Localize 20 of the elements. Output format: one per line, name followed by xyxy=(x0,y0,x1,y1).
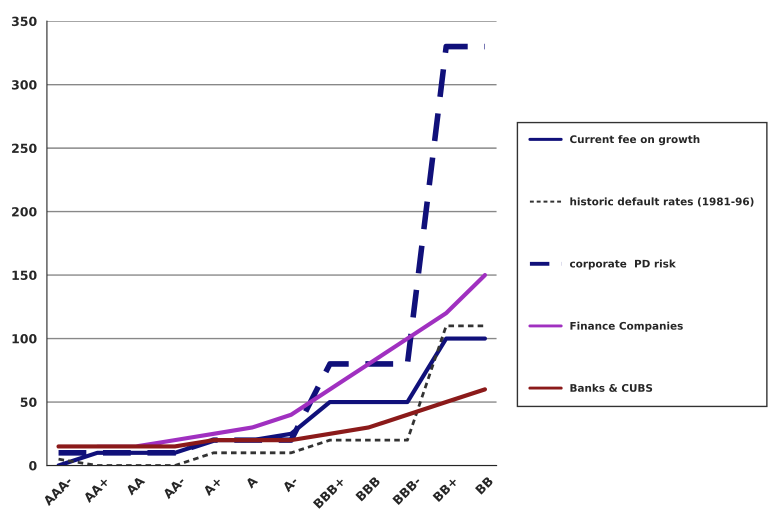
y-tick-label: 0 xyxy=(29,460,37,470)
legend-label: Current fee on growth xyxy=(570,135,700,146)
y-tick-label: 300 xyxy=(12,80,37,90)
legend-label: corporate PD risk xyxy=(570,260,676,270)
y-tick-label: 100 xyxy=(12,334,37,344)
x-tick-label: AA- xyxy=(162,476,186,500)
y-tick-label: 350 xyxy=(12,16,37,26)
x-tick-label: A+ xyxy=(202,476,222,496)
y-tick-label: 150 xyxy=(12,270,37,280)
legend-label: Finance Companies xyxy=(570,322,683,332)
y-tick-label: 200 xyxy=(12,207,37,217)
x-tick-label: BB xyxy=(475,476,494,495)
x-tick-label: AA xyxy=(125,476,146,496)
y-tick-label: 50 xyxy=(20,398,37,407)
line-series xyxy=(56,387,488,449)
y-tick-label: 250 xyxy=(12,144,37,154)
x-tick-label: A- xyxy=(282,476,298,492)
x-tick-label: A xyxy=(244,476,258,489)
legend-label: Banks & CUBS xyxy=(570,384,652,392)
legend-label: historic default rates (1981-96) xyxy=(570,197,754,207)
